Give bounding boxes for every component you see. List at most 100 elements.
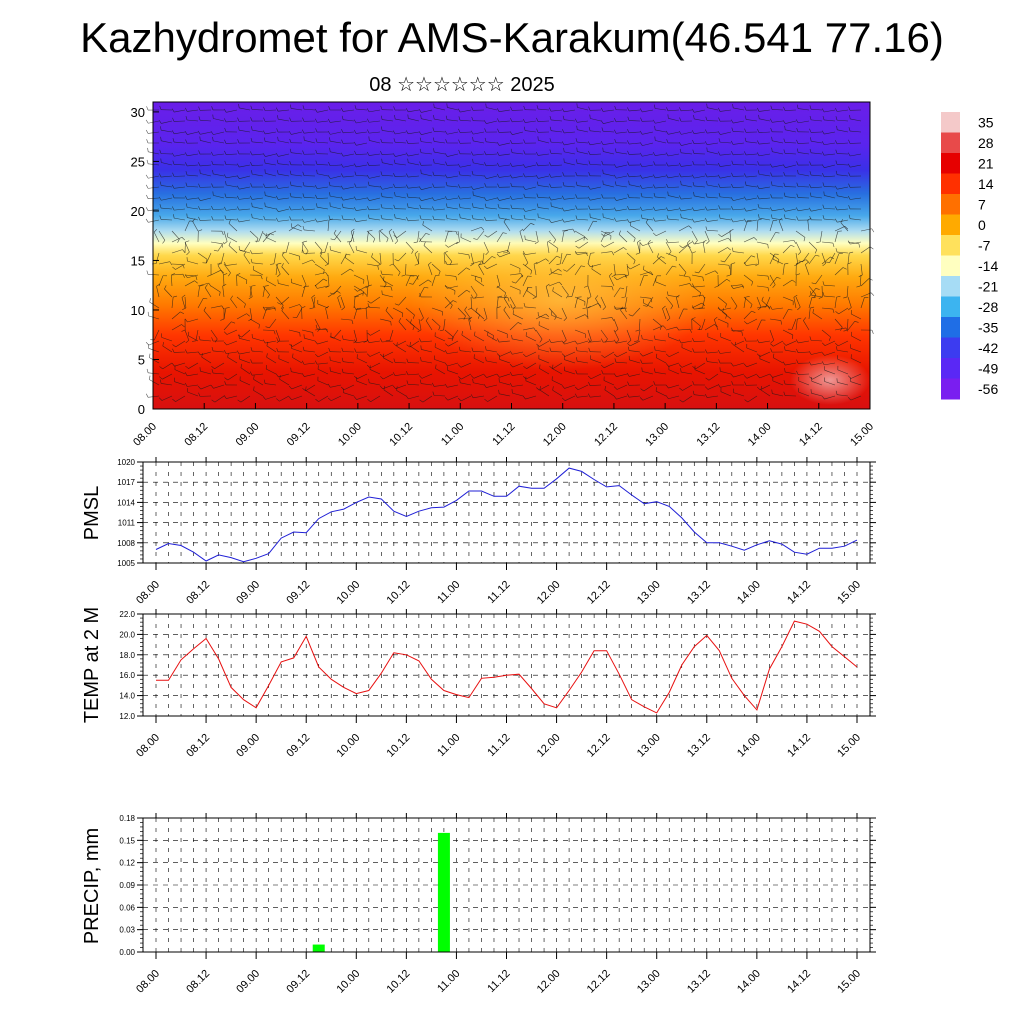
- wind-barb-feather: [743, 207, 747, 212]
- wind-barb: [382, 196, 394, 199]
- wind-barb-feather: [775, 232, 780, 234]
- wind-barb-feather: [197, 385, 201, 390]
- wind-barb-feather: [409, 341, 412, 346]
- wind-barb: [665, 252, 677, 258]
- wind-barb: [333, 285, 342, 295]
- wind-barb: [769, 220, 774, 232]
- wind-barb: [148, 208, 160, 212]
- wind-barb-feather: [279, 375, 281, 380]
- x-tick-label: 09.00: [234, 579, 262, 607]
- wind-barb: [421, 186, 433, 191]
- wind-barb-feather: [405, 395, 409, 400]
- wind-barb-feather: [394, 191, 396, 197]
- wind-barb-feather: [445, 115, 448, 120]
- wind-barb-feather: [679, 148, 682, 153]
- wind-barb-feather: [181, 324, 185, 328]
- wind-barb-feather: [367, 300, 372, 304]
- wind-barb: [213, 153, 225, 156]
- wind-barb-feather: [181, 237, 186, 241]
- wind-barb: [834, 327, 846, 331]
- wind-barb: [296, 307, 303, 318]
- wind-barb-feather: [203, 298, 208, 300]
- wind-barb: [616, 120, 628, 123]
- x-tick-label: 10.12: [385, 579, 413, 607]
- wind-barb: [187, 351, 199, 354]
- wind-barb-feather: [588, 150, 591, 155]
- wind-barb: [279, 395, 290, 402]
- wind-barb: [468, 319, 472, 331]
- wind-barb-feather: [587, 393, 591, 398]
- wind-barb: [694, 185, 706, 188]
- wind-barb: [369, 175, 381, 179]
- wind-barb-feather: [445, 244, 449, 248]
- wind-barb-feather: [600, 141, 604, 145]
- wind-barb: [407, 142, 420, 144]
- wind-barb-feather: [613, 395, 617, 400]
- wind-barb-feather: [635, 329, 640, 332]
- wind-barb: [733, 373, 745, 378]
- wind-barb-feather: [705, 349, 708, 354]
- wind-barb: [236, 296, 246, 305]
- wind-barb-feather: [496, 151, 500, 156]
- wind-barb-feather: [626, 393, 630, 398]
- wind-barb-feather: [698, 307, 703, 309]
- wind-barb-feather: [587, 141, 591, 145]
- wind-barb-feather: [533, 261, 538, 265]
- wind-barb-feather: [613, 129, 617, 134]
- wind-barb: [239, 358, 251, 364]
- wind-barb-feather: [704, 386, 709, 390]
- wind-barb: [162, 362, 173, 370]
- wind-barb: [665, 265, 673, 276]
- wind-barb-feather: [828, 336, 831, 341]
- wind-barb-feather: [412, 314, 415, 319]
- wind-barb: [188, 362, 199, 369]
- wind-barb-feather: [633, 238, 636, 243]
- wind-barb: [330, 249, 342, 254]
- wind-barb-feather: [158, 196, 162, 201]
- wind-barb-feather: [510, 304, 513, 309]
- wind-barb-feather: [771, 389, 773, 394]
- wind-barb: [590, 395, 602, 398]
- wind-barb-feather: [548, 339, 552, 343]
- wind-barb-feather: [613, 305, 617, 310]
- wind-barb-feather: [273, 306, 276, 311]
- wind-barb-feather: [327, 130, 331, 135]
- wind-barb-feather: [832, 242, 835, 247]
- wind-barb: [551, 152, 563, 155]
- wind-barb-feather: [236, 185, 240, 190]
- wind-barb-feather: [751, 255, 756, 258]
- wind-barb: [509, 263, 521, 269]
- wind-barb-feather: [627, 342, 631, 347]
- wind-barb: [214, 395, 225, 403]
- wind-barb: [642, 208, 654, 211]
- wind-barb-feather: [315, 149, 318, 154]
- wind-barb-feather: [821, 108, 825, 113]
- wind-barb: [722, 311, 732, 320]
- wind-barb-feather: [714, 270, 719, 274]
- wind-barb-feather: [797, 317, 802, 320]
- wind-barb: [223, 274, 225, 287]
- wind-barb-feather: [840, 218, 844, 223]
- wind-barb-feather: [341, 357, 344, 362]
- wind-barb-feather: [782, 164, 786, 168]
- wind-barb: [330, 195, 342, 199]
- wind-barb-feather: [523, 365, 527, 369]
- wind-barb-feather: [413, 241, 418, 244]
- wind-barb-feather: [380, 338, 383, 343]
- colorbar-swatch: [941, 378, 960, 400]
- wind-barb: [356, 380, 368, 386]
- wind-barb: [834, 253, 840, 265]
- wind-barb: [457, 267, 467, 276]
- wind-barb-feather: [692, 390, 695, 395]
- wind-barb-feather: [744, 128, 747, 133]
- wind-barb-feather: [145, 218, 149, 223]
- wind-barb-feather: [302, 117, 305, 122]
- wind-barb: [707, 151, 719, 155]
- wind-barb-feather: [847, 240, 851, 245]
- wind-barb-feather: [769, 305, 773, 310]
- wind-barb: [240, 395, 251, 403]
- wind-barb-feather: [185, 139, 188, 144]
- wind-barb-feather: [656, 353, 658, 358]
- wind-barb-feather: [635, 252, 640, 255]
- wind-barb: [181, 297, 186, 309]
